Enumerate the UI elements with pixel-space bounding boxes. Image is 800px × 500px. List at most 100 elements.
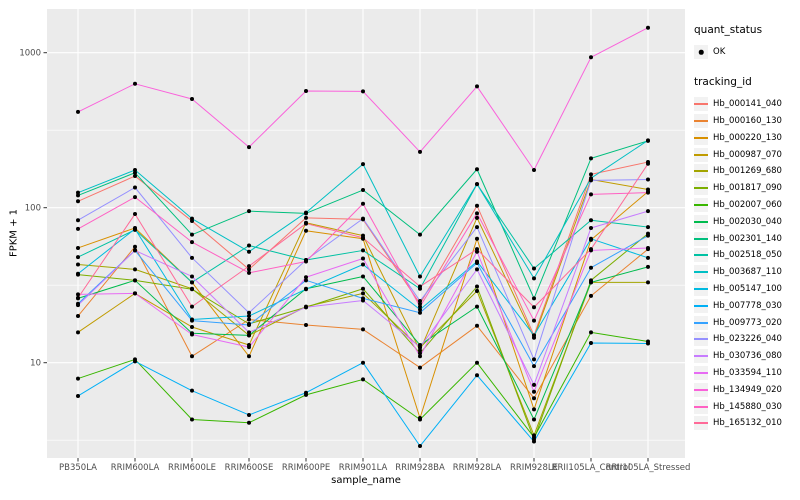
data-point — [475, 167, 479, 172]
panel-background — [47, 9, 685, 458]
legend-key-box — [694, 382, 708, 397]
data-point — [190, 240, 194, 245]
legend-item-Hb_001817_090: Hb_001817_090 — [694, 180, 800, 197]
data-point — [361, 248, 365, 253]
data-point — [247, 412, 251, 417]
legend-item-Hb_000987_070: Hb_000987_070 — [694, 146, 800, 163]
data-point — [76, 330, 80, 335]
legend-key-box — [694, 197, 708, 212]
legend-item-label: Hb_023226_040 — [713, 334, 782, 345]
legend-item-label: Hb_003687_110 — [713, 267, 782, 278]
legend-quant-status-label: OK — [713, 47, 726, 58]
data-point — [475, 304, 479, 309]
legend-line-swatch — [694, 170, 708, 173]
x-tick-label: RRIM600PE — [282, 463, 330, 473]
data-point — [532, 276, 536, 281]
data-point — [475, 182, 479, 187]
legend-line-swatch — [694, 405, 708, 408]
gridlines-minor — [47, 129, 685, 441]
data-point — [133, 170, 137, 175]
data-point — [361, 188, 365, 193]
legend-key-box — [694, 365, 708, 380]
legend-item-Hb_007778_030: Hb_007778_030 — [694, 297, 800, 314]
data-point — [589, 247, 593, 252]
data-point — [76, 193, 80, 198]
data-point — [475, 215, 479, 220]
data-point — [361, 291, 365, 296]
data-point — [76, 262, 80, 267]
data-point — [475, 225, 479, 230]
data-point — [247, 354, 251, 359]
data-point — [589, 225, 593, 230]
legend-item-label: Hb_000220_130 — [713, 132, 782, 143]
data-point — [76, 199, 80, 204]
legend-line-swatch — [694, 371, 708, 374]
data-point — [418, 351, 422, 356]
data-point — [475, 373, 479, 378]
data-point — [532, 382, 536, 387]
data-point — [304, 275, 308, 280]
legend-item-Hb_165132_010: Hb_165132_010 — [694, 415, 800, 432]
data-point — [418, 310, 422, 315]
data-point — [304, 278, 308, 283]
legend-line-swatch — [694, 136, 708, 139]
data-point — [304, 259, 308, 264]
data-point — [361, 327, 365, 332]
legend-line-swatch — [694, 321, 708, 324]
data-point — [76, 393, 80, 398]
legend-item-label: Hb_030736_080 — [713, 351, 782, 362]
legend-key-box — [694, 349, 708, 364]
data-point — [532, 357, 536, 362]
data-point — [589, 192, 593, 197]
legend-line-swatch — [694, 220, 708, 223]
x-tick-labels: PB350LA RRIM600LA RRIM600LE RRIM600SE RRIM60… — [59, 463, 690, 473]
legend-item-Hb_145880_030: Hb_145880_030 — [694, 398, 800, 415]
data-point — [589, 340, 593, 345]
legend-item-label: Hb_002007_060 — [713, 199, 782, 210]
data-point — [475, 236, 479, 241]
legend-item-label: Hb_165132_010 — [713, 418, 782, 429]
data-point — [418, 149, 422, 154]
data-point — [304, 390, 308, 395]
data-point — [247, 314, 251, 319]
data-point — [418, 301, 422, 306]
data-point — [646, 255, 650, 260]
legend-item-Hb_030736_080: Hb_030736_080 — [694, 348, 800, 365]
legend-line-swatch — [694, 355, 708, 358]
data-point — [361, 377, 365, 382]
data-point — [475, 203, 479, 208]
data-point — [76, 295, 80, 300]
x-tick-label: RRIM600LA — [111, 463, 160, 473]
legend-item-label: Hb_000160_130 — [713, 115, 782, 126]
data-point — [418, 345, 422, 350]
legend-key-box — [694, 97, 708, 112]
data-point — [475, 84, 479, 89]
data-point — [589, 330, 593, 335]
legend-item-Hb_005147_100: Hb_005147_100 — [694, 281, 800, 298]
data-point — [418, 444, 422, 449]
legend-line-swatch — [694, 187, 708, 190]
data-point — [475, 284, 479, 289]
data-point — [133, 291, 137, 296]
data-point — [304, 305, 308, 310]
legend-line-swatch — [694, 254, 708, 257]
legend-key-box — [694, 181, 708, 196]
data-point — [76, 376, 80, 381]
data-point — [532, 407, 536, 412]
legend-line-swatch — [694, 304, 708, 307]
x-tick-label: RRIM928LE — [510, 463, 558, 473]
legend-key-box — [694, 315, 708, 330]
legend-item-label: Hb_005147_100 — [713, 283, 782, 294]
data-point — [361, 274, 365, 279]
data-point — [589, 55, 593, 60]
plot-canvas: PB350LA RRIM600LA RRIM600LE RRIM600SE RRIM60… — [19, 9, 690, 473]
x-tick-label: RRIM928LA — [453, 463, 502, 473]
x-tick-label: RRII105LA_Control — [552, 463, 631, 473]
legend-item-label: Hb_002518_050 — [713, 250, 782, 261]
data-point — [76, 292, 80, 297]
data-point — [304, 89, 308, 94]
data-point — [589, 218, 593, 223]
data-point — [646, 187, 650, 192]
legend-key-box — [694, 298, 708, 313]
data-point — [475, 323, 479, 328]
